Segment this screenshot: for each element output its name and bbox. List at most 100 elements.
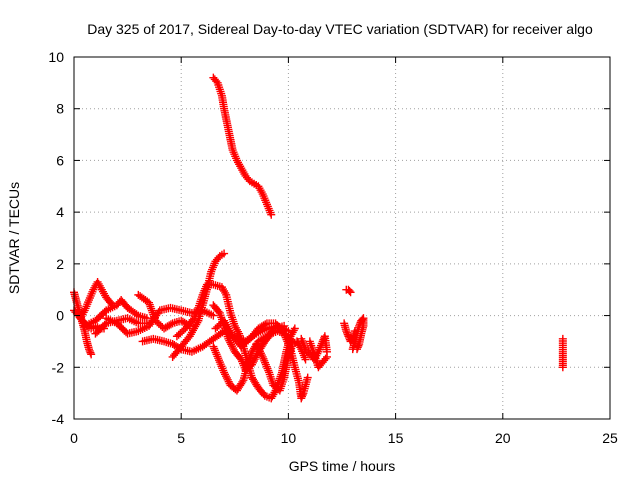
data-point: [346, 288, 355, 297]
data-point: [345, 287, 354, 296]
data-point: [226, 338, 235, 347]
data-point: [280, 321, 289, 330]
chart-title: Day 325 of 2017, Sidereal Day-to-day VTE…: [87, 21, 593, 37]
data-point: [260, 356, 269, 365]
data-point: [253, 341, 262, 350]
data-point: [297, 394, 306, 403]
data-point: [289, 326, 298, 335]
plot-frame: [73, 56, 611, 420]
data-point: [86, 348, 95, 357]
data-point: [193, 318, 202, 327]
data-point: [209, 342, 218, 351]
data-point: [249, 357, 258, 366]
data-point: [263, 364, 272, 373]
data-point: [227, 340, 236, 349]
data-point: [210, 344, 219, 353]
data-point: [321, 354, 330, 363]
data-point: [79, 308, 88, 317]
x-tick-label: 25: [602, 430, 618, 446]
data-point: [228, 344, 237, 353]
data-point: [301, 355, 310, 364]
data-point: [251, 353, 260, 362]
data-point: [87, 350, 96, 359]
data-point: [258, 352, 267, 361]
y-tick-label: 0: [56, 308, 64, 324]
data-point: [224, 334, 233, 343]
data-point: [214, 354, 223, 363]
data-point: [322, 352, 331, 361]
data-point: [211, 348, 220, 357]
data-point: [221, 372, 230, 381]
data-point: [223, 375, 232, 384]
data-point: [238, 377, 247, 386]
data-points: [70, 73, 567, 403]
y-tick-label: 10: [48, 49, 64, 65]
data-point: [209, 311, 218, 320]
data-point: [234, 327, 243, 336]
data-point: [267, 210, 276, 219]
series-track-11: [252, 337, 310, 395]
axis-ticks: 0 5 10 15 20 25 -4 -2 0 2 4 6 8 10: [48, 49, 618, 446]
data-point: [255, 347, 264, 356]
data-point: [220, 368, 229, 377]
data-point: [222, 373, 231, 382]
data-point: [261, 320, 270, 329]
series-track-1: [80, 296, 151, 330]
data-point: [354, 341, 363, 350]
data-point: [254, 343, 263, 352]
data-point: [256, 349, 265, 358]
data-point: [166, 320, 175, 329]
y-tick-label: -4: [52, 411, 65, 427]
data-point: [259, 354, 268, 363]
data-point: [228, 342, 237, 351]
data-point: [261, 358, 270, 367]
data-point: [225, 336, 234, 345]
data-point: [282, 335, 291, 344]
data-point: [254, 345, 263, 354]
y-tick-label: 8: [56, 101, 64, 117]
data-point: [281, 333, 290, 342]
data-point: [213, 352, 222, 361]
series-track-18: [209, 73, 276, 219]
x-tick-label: 20: [495, 430, 511, 446]
series-track-16: [348, 314, 368, 354]
data-point: [210, 346, 219, 355]
data-point: [262, 362, 271, 371]
data-point: [280, 331, 289, 340]
grid: [74, 57, 610, 419]
data-point: [264, 366, 273, 375]
data-point: [220, 249, 229, 258]
data-point: [303, 373, 312, 382]
data-point: [224, 377, 233, 386]
data-point: [297, 392, 306, 401]
y-tick-label: 4: [56, 204, 64, 220]
data-point: [247, 360, 256, 369]
x-tick-label: 15: [388, 430, 404, 446]
data-point: [558, 363, 567, 372]
data-point: [85, 345, 94, 354]
data-point: [250, 355, 259, 364]
data-point: [280, 329, 289, 338]
series-track-10: [211, 316, 312, 403]
series-track-17: [558, 334, 567, 372]
data-point: [298, 390, 307, 399]
data-point: [221, 288, 230, 297]
data-point: [212, 350, 221, 359]
series-track-15: [342, 285, 355, 297]
data-point: [343, 328, 352, 337]
data-point: [342, 327, 351, 336]
data-point: [353, 345, 362, 354]
data-point: [252, 340, 261, 349]
data-point: [257, 188, 266, 197]
data-point: [132, 310, 141, 319]
x-axis-title: GPS time / hours: [289, 458, 396, 474]
x-tick-label: 10: [281, 430, 297, 446]
data-point: [290, 324, 299, 333]
series-track-0c: [76, 277, 117, 323]
data-point: [220, 370, 229, 379]
y-tick-label: -2: [52, 359, 65, 375]
y-axis-title: SDTVAR / TECUs: [6, 182, 22, 294]
x-tick-label: 0: [70, 430, 78, 446]
